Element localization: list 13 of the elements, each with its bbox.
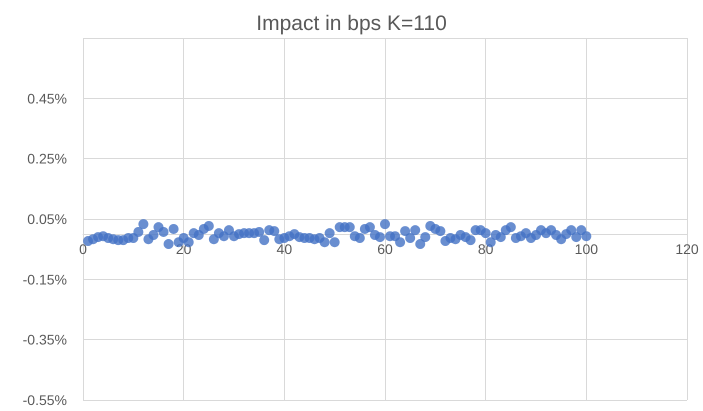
x-tick-label: 80: [478, 241, 494, 258]
x-tick-label: 100: [574, 241, 598, 258]
x-tick-label: 0: [79, 241, 88, 258]
x-tick-label: 120: [675, 241, 699, 258]
y-tick-label: 0.45%: [27, 90, 67, 106]
y-tick-label: -0.35%: [22, 332, 67, 348]
y-tick-label: 0.25%: [27, 150, 67, 167]
y-tick-label: 0.05%: [27, 211, 67, 227]
chart-title: Impact in bps K=110: [256, 12, 447, 35]
x-tick-label: 40: [276, 241, 292, 258]
x-tick-label: 60: [377, 241, 393, 258]
y-tick-label: -0.55%: [22, 392, 67, 408]
y-tick-label: -0.15%: [22, 271, 67, 288]
